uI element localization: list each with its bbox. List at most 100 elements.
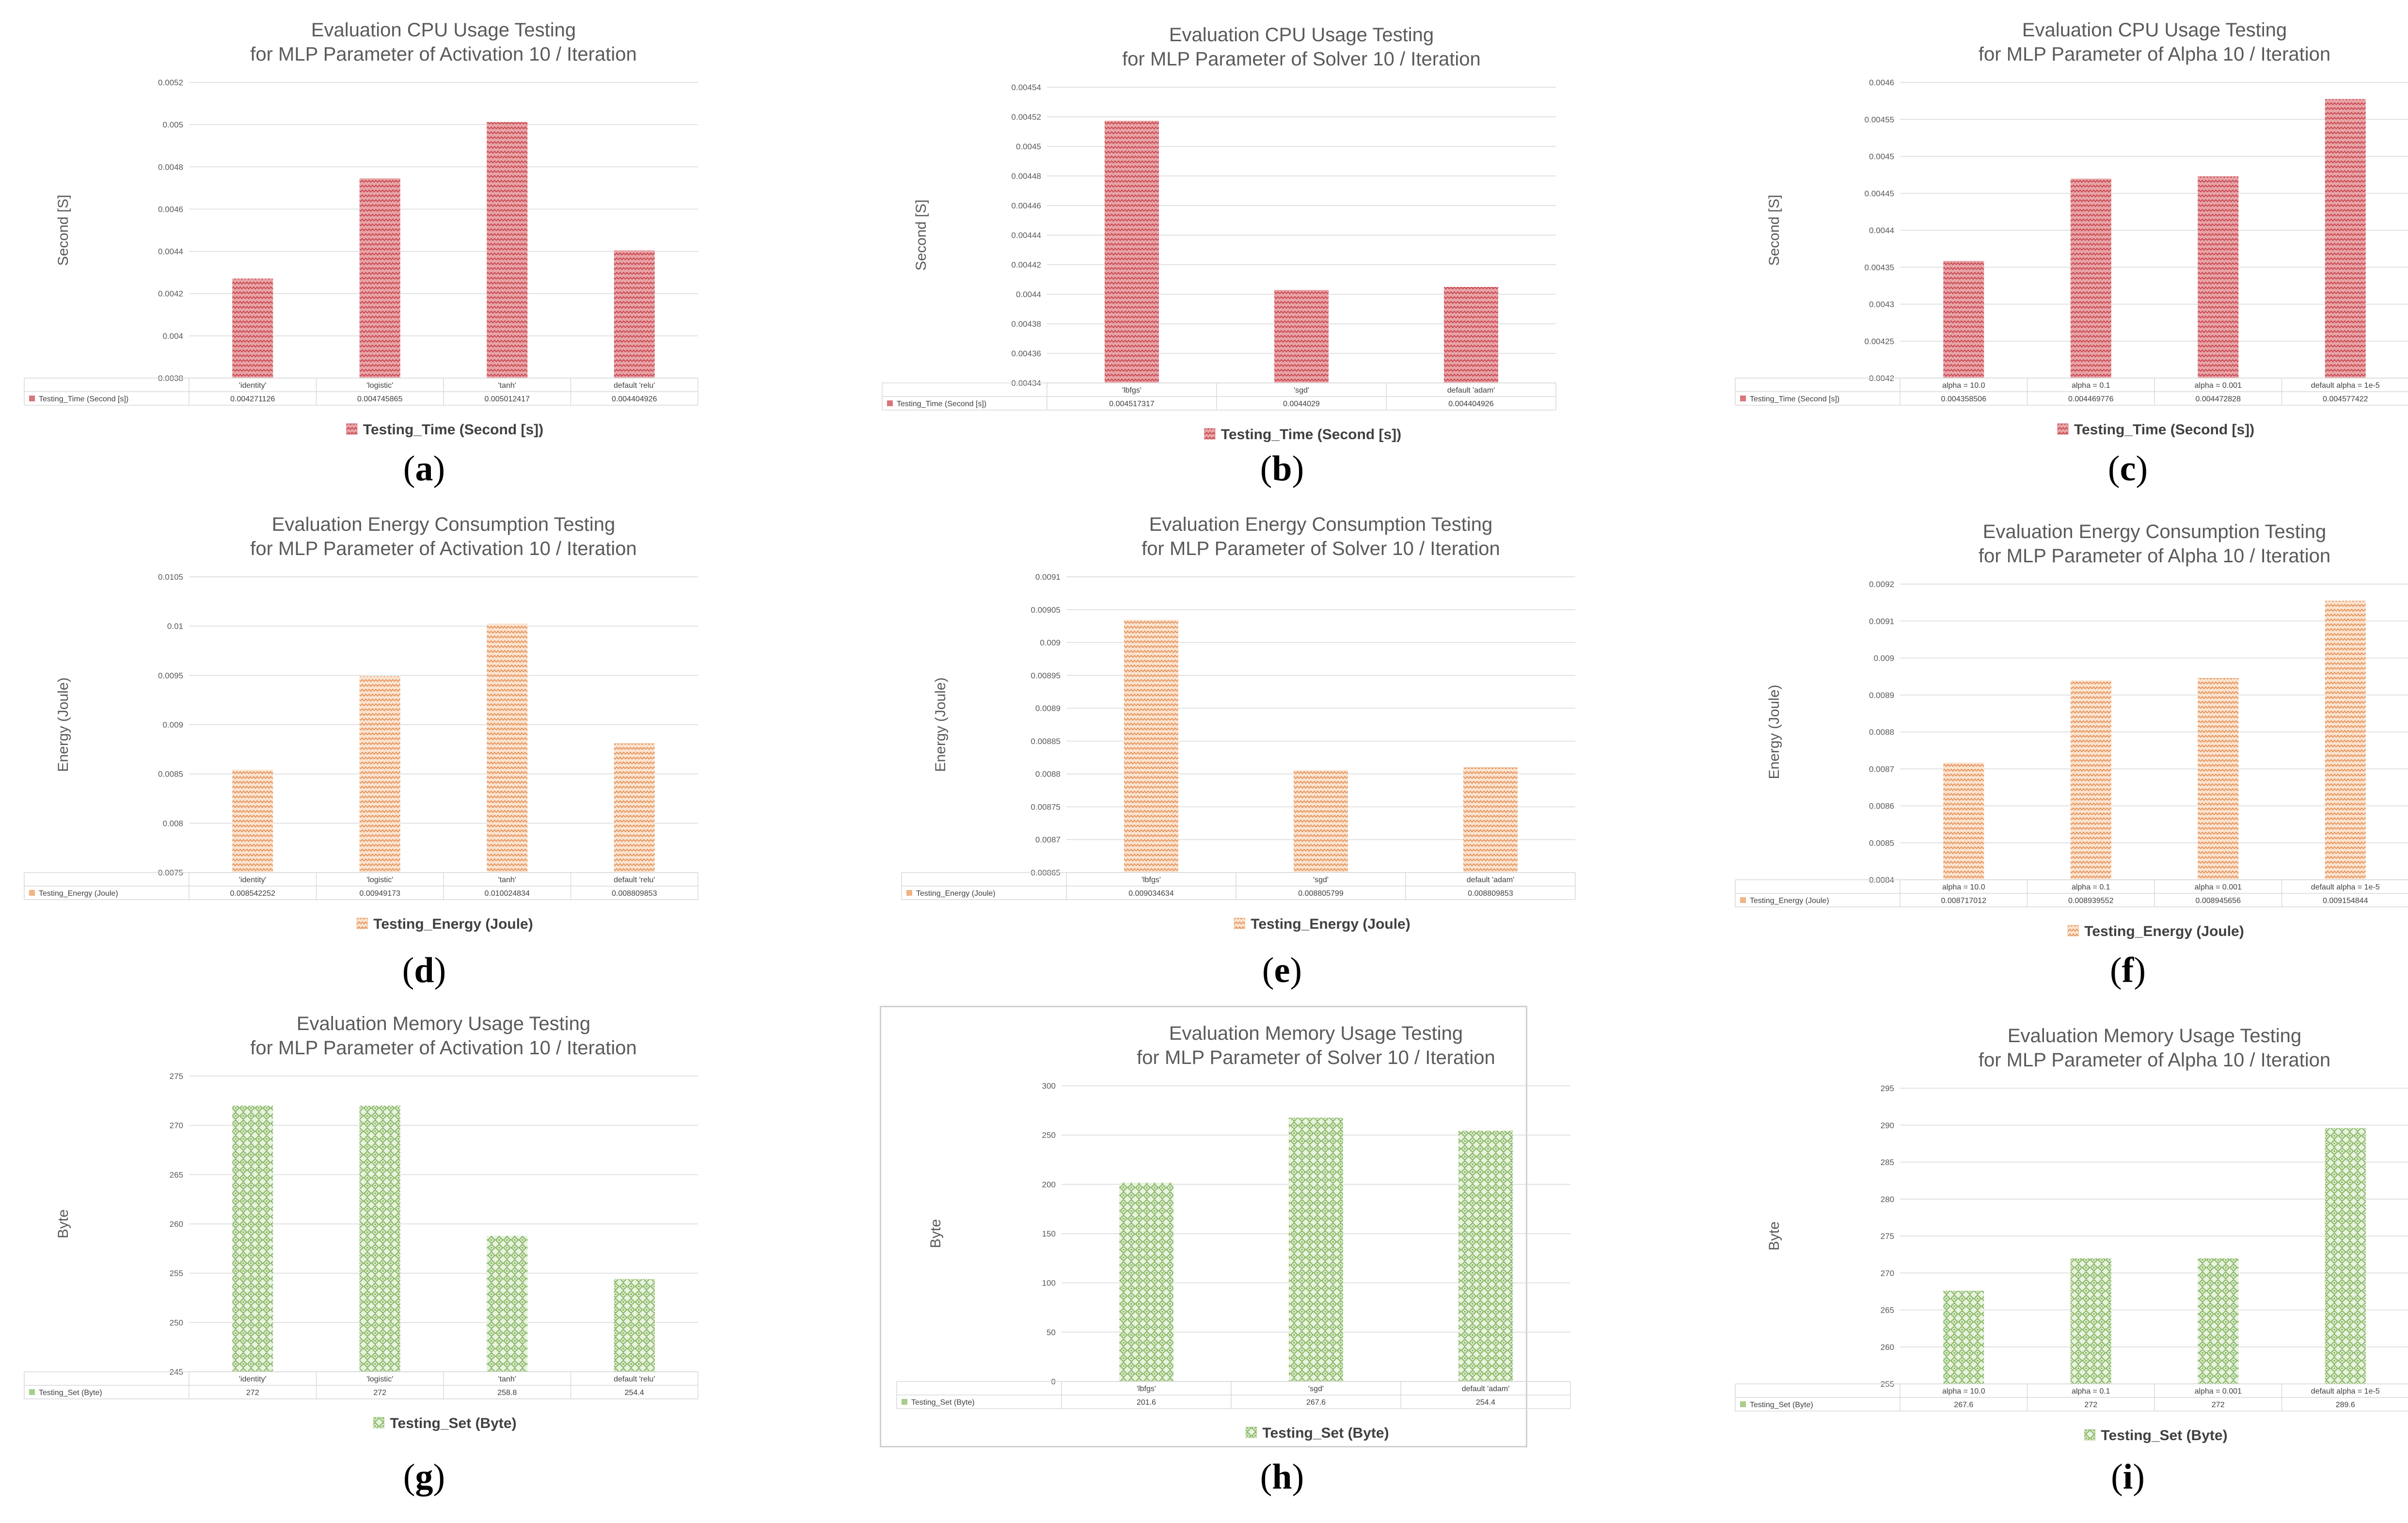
table-series-swatch-g (29, 1389, 35, 1395)
y-tick-h-1: 50 (1046, 1328, 1056, 1337)
legend-swatch-h (1245, 1427, 1257, 1438)
y-tick-a-5: 0.0048 (158, 162, 183, 172)
panel-label-h: (h) (1260, 1457, 1304, 1497)
y-tick-e-7: 0.009 (1040, 638, 1061, 648)
value-label-g-0: 272 (246, 1389, 259, 1397)
bar-h-2 (1458, 1130, 1513, 1381)
y-tick-c-7: 0.00455 (1865, 115, 1894, 124)
x-category-i-1: alpha = 0.1 (2072, 1387, 2110, 1396)
bar-i-0 (1943, 1290, 1984, 1384)
value-label-c-1: 0.004469776 (2068, 395, 2114, 403)
y-tick-c-6: 0.0045 (1869, 152, 1894, 161)
chart-title-f-line-1: Evaluation Energy Consumption Testing (1983, 521, 2327, 542)
legend-label-i: Testing_Set (Byte) (2101, 1428, 2227, 1444)
y-tick-i-5: 280 (1881, 1195, 1894, 1204)
table-series-name-a: Testing_Time (Second [s]) (39, 395, 128, 403)
y-tick-d-2: 0.0085 (158, 770, 183, 779)
value-label-b-2: 0.004404926 (1448, 400, 1494, 408)
y-tick-i-1: 260 (1881, 1343, 1894, 1352)
y-tick-a-7: 0.0052 (158, 78, 183, 87)
y-tick-d-6: 0.0105 (158, 572, 183, 582)
chart-f: Evaluation Energy Consumption Testing for… (1735, 521, 2408, 939)
bar-a-2 (487, 122, 528, 378)
value-label-a-1: 0.004745865 (357, 395, 403, 403)
chart-title-f-line-2: for MLP Parameter of Alpha 10 / Iteratio… (1979, 545, 2330, 567)
chart-title-a-line-2: for MLP Parameter of Activation 10 / Ite… (250, 44, 636, 65)
legend-label-d: Testing_Energy (Joule) (373, 916, 533, 932)
table-series-swatch-h (902, 1399, 907, 1405)
table-series-swatch-d (29, 890, 35, 896)
chart-title-a-line-1: Evaluation CPU Usage Testing (311, 19, 576, 41)
y-tick-g-2: 255 (170, 1269, 183, 1278)
value-label-f-1: 0.008939552 (2068, 897, 2114, 905)
y-tick-c-2: 0.0043 (1869, 300, 1894, 309)
y-tick-c-5: 0.00445 (1865, 189, 1894, 198)
table-series-swatch-e (906, 890, 912, 896)
panel-label-i: (i) (2111, 1457, 2145, 1497)
chart-title-g-line-2: for MLP Parameter of Activation 10 / Ite… (250, 1037, 636, 1059)
y-tick-i-8: 295 (1881, 1084, 1894, 1093)
x-category-e-2: default 'adam' (1467, 876, 1515, 884)
chart-title-h-line-2: for MLP Parameter of Solver 10 / Iterati… (1137, 1047, 1495, 1068)
y-tick-g-6: 275 (170, 1072, 183, 1081)
x-category-c-3: default alpha = 1e-5 (2311, 381, 2380, 390)
value-label-i-3: 289.6 (2336, 1401, 2355, 1409)
x-category-a-1: 'logistic' (366, 381, 393, 390)
chart-title-d-line-1: Evaluation Energy Consumption Testing (272, 514, 616, 535)
legend-swatch-i (2084, 1429, 2095, 1441)
table-series-name-d: Testing_Energy (Joule) (39, 889, 118, 898)
chart-title-h-line-1: Evaluation Memory Usage Testing (1169, 1023, 1463, 1044)
chart-title-e-line-1: Evaluation Energy Consumption Testing (1149, 514, 1493, 535)
x-category-f-3: default alpha = 1e-5 (2311, 883, 2380, 891)
table-series-name-c: Testing_Time (Second [s]) (1750, 395, 1839, 403)
legend-label-c: Testing_Time (Second [s]) (2074, 422, 2254, 438)
bar-g-2 (487, 1236, 528, 1372)
chart-a: Evaluation CPU Usage Testing for MLP Para… (24, 19, 698, 438)
value-label-b-1: 0.0044029 (1283, 400, 1320, 408)
x-category-h-0: 'lbfgs' (1137, 1385, 1156, 1393)
y-tick-f-3: 0.0087 (1869, 764, 1894, 774)
bar-i-3 (2325, 1128, 2366, 1384)
table-series-swatch-a (29, 396, 35, 401)
value-label-f-2: 0.008945656 (2196, 897, 2241, 905)
y-tick-b-2: 0.00438 (1012, 319, 1041, 329)
legend-label-a: Testing_Time (Second [s]) (363, 422, 543, 438)
value-label-a-3: 0.004404926 (612, 395, 657, 403)
x-category-c-0: alpha = 10.0 (1942, 381, 1985, 390)
value-label-c-2: 0.004472828 (2196, 395, 2241, 403)
chart-d: Evaluation Energy Consumption Testing for… (24, 514, 698, 932)
table-series-name-f: Testing_Energy (Joule) (1750, 897, 1829, 905)
x-category-g-0: 'identity' (239, 1375, 267, 1383)
y-tick-b-1: 0.00436 (1012, 349, 1041, 358)
chart-title-c-line-1: Evaluation CPU Usage Testing (2022, 19, 2287, 41)
chart-title-i-line-1: Evaluation Memory Usage Testing (2008, 1025, 2301, 1047)
value-label-d-3: 0.008809853 (612, 889, 657, 898)
value-label-b-0: 0.004517317 (1109, 400, 1155, 408)
bar-d-2 (487, 623, 528, 873)
bar-d-3 (614, 743, 655, 873)
panel-d: Evaluation Energy Consumption Testing for… (15, 504, 742, 969)
y-tick-f-1: 0.0085 (1869, 839, 1894, 848)
x-category-d-0: 'identity' (239, 876, 267, 884)
panel-label-f: (f) (2110, 951, 2146, 990)
value-label-c-3: 0.004577422 (2323, 395, 2368, 403)
y-tick-i-7: 290 (1881, 1121, 1894, 1130)
bar-c-2 (2198, 176, 2239, 378)
y-tick-g-1: 250 (170, 1318, 183, 1327)
chart-title-g-line-1: Evaluation Memory Usage Testing (297, 1013, 590, 1034)
panel-label-c: (c) (2107, 449, 2148, 489)
bar-e-2 (1463, 767, 1518, 873)
chart-g: Evaluation Memory Usage Testing for MLP P… (24, 1013, 698, 1431)
chart-title-b-line-1: Evaluation CPU Usage Testing (1169, 24, 1434, 46)
x-category-h-2: default 'adam' (1462, 1385, 1510, 1393)
x-category-c-1: alpha = 0.1 (2072, 381, 2110, 390)
bar-f-3 (2325, 601, 2366, 880)
y-tick-i-4: 275 (1881, 1232, 1894, 1241)
table-series-swatch-b (887, 400, 893, 406)
legend-label-f: Testing_Energy (Joule) (2084, 923, 2244, 939)
panel-h-frame (880, 1006, 1527, 1447)
legend-swatch-b (1204, 428, 1216, 440)
bar-d-0 (232, 770, 273, 873)
value-label-c-0: 0.004358506 (1941, 395, 1987, 403)
chart-c: Evaluation CPU Usage Testing for MLP Para… (1735, 19, 2408, 438)
